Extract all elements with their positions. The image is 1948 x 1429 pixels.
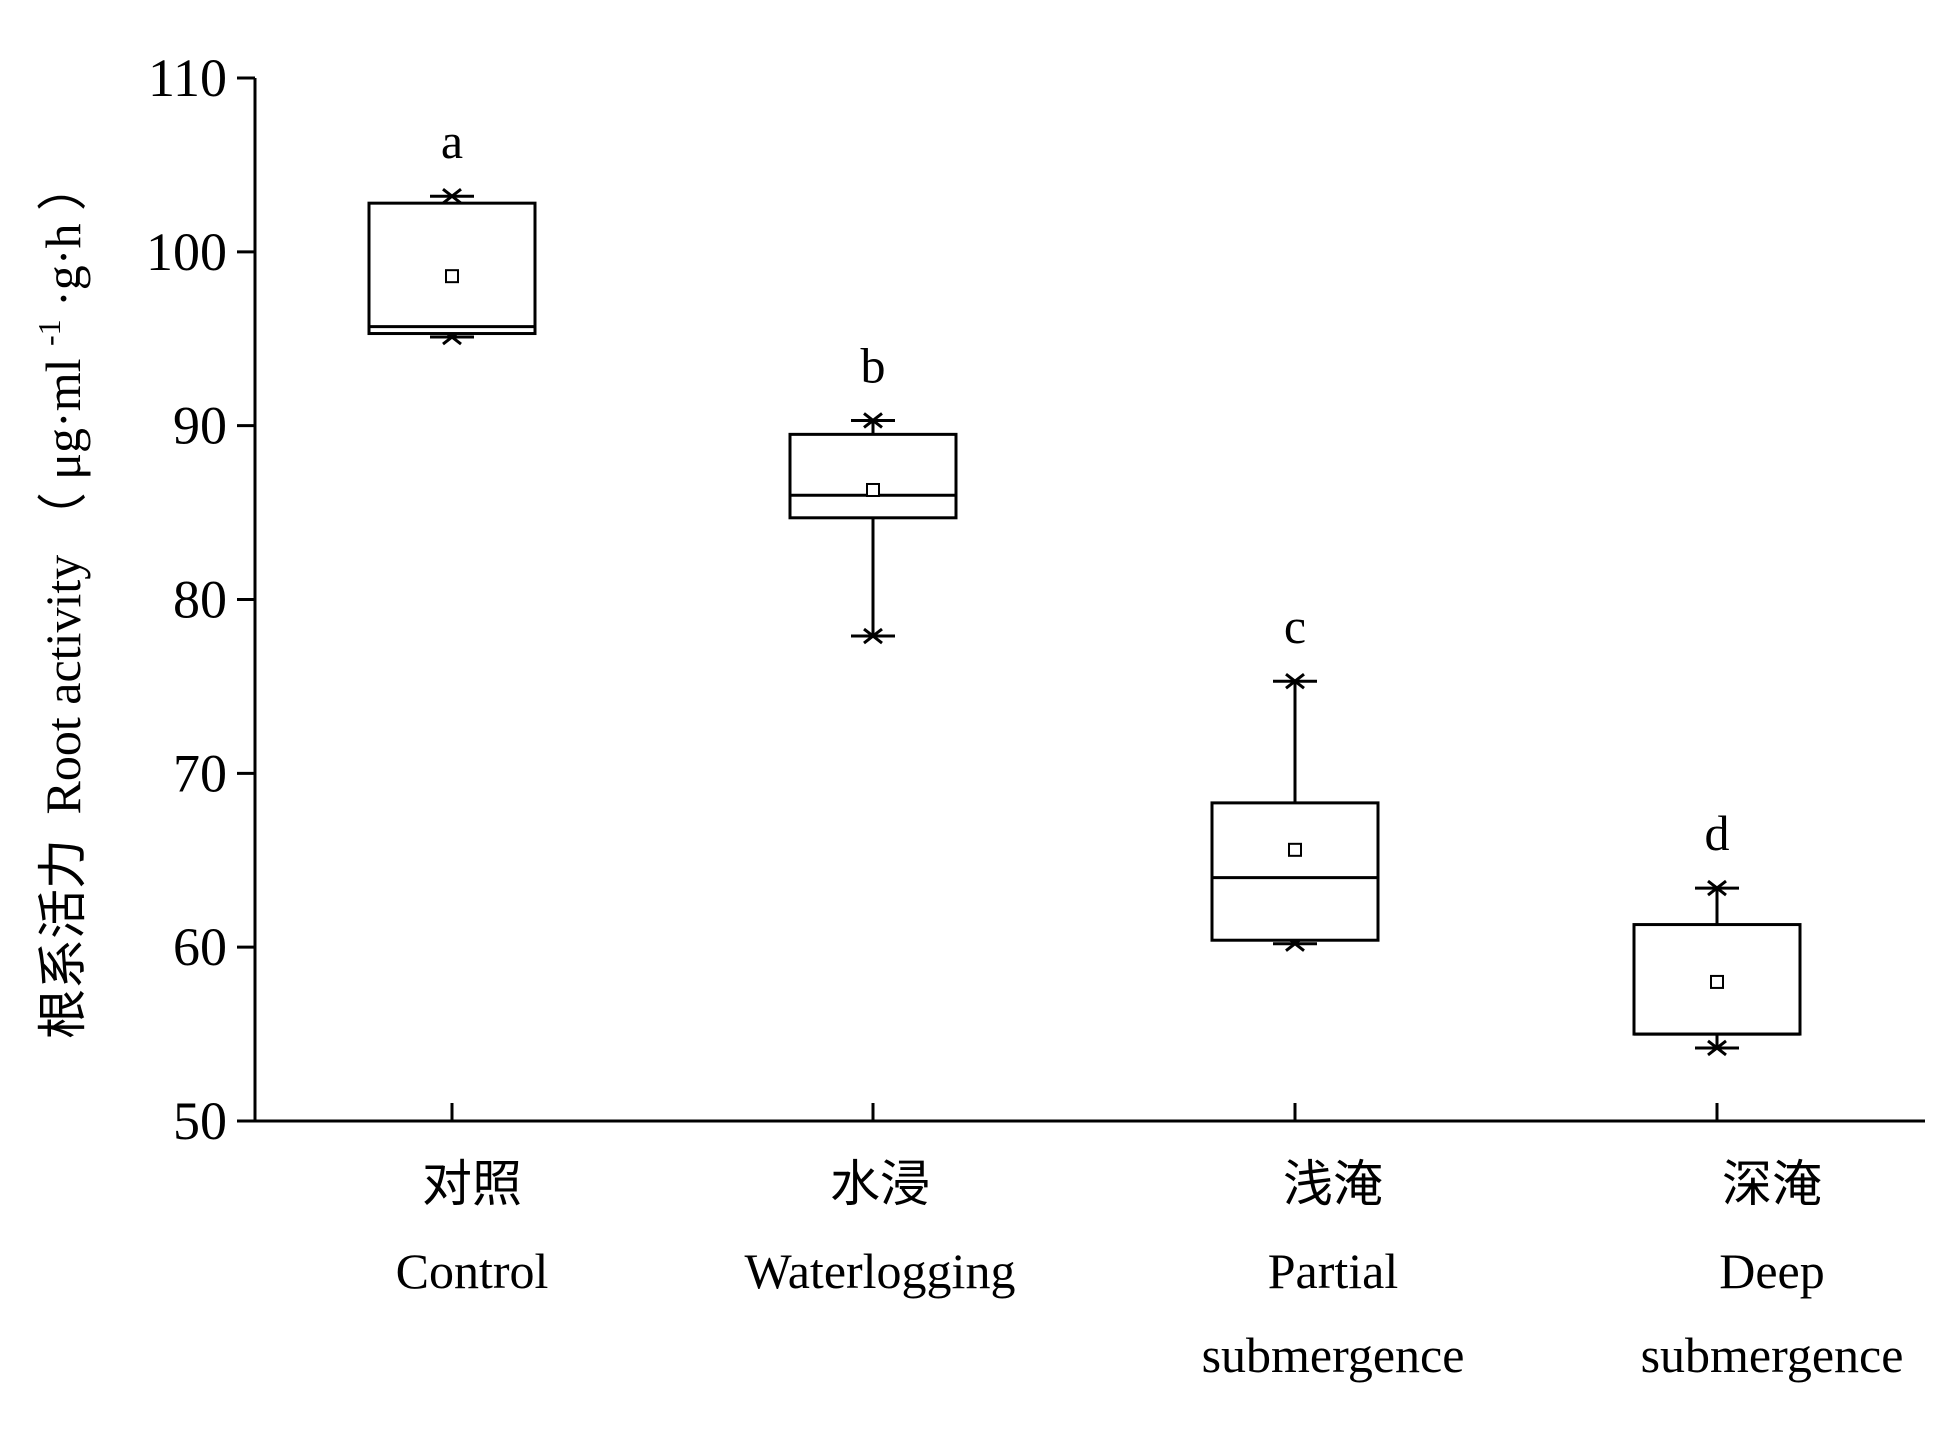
- min-marker: [1707, 1039, 1727, 1057]
- significance-letter: d: [1705, 805, 1730, 861]
- y-axis-title-unit-sup: -1: [31, 319, 67, 346]
- category-label-en: Waterlogging: [745, 1243, 1016, 1299]
- y-tick-label-110: 110: [148, 48, 227, 108]
- category-label-en: Deep: [1719, 1243, 1825, 1299]
- y-axis-title-unit-tail: ·g·h: [35, 224, 91, 307]
- boxes: a b c d: [367, 113, 1802, 1057]
- category-label-en: submergence: [1641, 1327, 1904, 1383]
- mean-marker: [1288, 842, 1302, 857]
- category-label-cn: 水浸: [830, 1156, 930, 1212]
- y-ticks: 50 60 70 80 90 100 110: [146, 48, 255, 1151]
- category-label-cn: 对照: [422, 1156, 522, 1212]
- box-3: c: [1210, 598, 1380, 952]
- y-axis-title-unit-open: （: [35, 492, 91, 542]
- max-marker: [863, 412, 883, 429]
- mean-marker: [445, 269, 459, 284]
- box-4: d: [1632, 805, 1802, 1057]
- category-label-en: submergence: [1202, 1327, 1465, 1383]
- box-1: a: [367, 113, 537, 346]
- category-label-cn: 深淹: [1722, 1156, 1822, 1212]
- category-label-4: 深淹 Deep submergence: [1641, 1156, 1904, 1383]
- y-tick-label-70: 70: [173, 743, 227, 803]
- max-marker: [1707, 879, 1727, 897]
- x-ticks: [450, 1103, 1719, 1121]
- category-labels: 对照 Control 水浸 Waterlogging 浅淹 Partial submerge…: [396, 1156, 1904, 1383]
- max-marker: [442, 188, 462, 205]
- significance-letter: a: [441, 113, 463, 169]
- box-2: b: [788, 337, 958, 645]
- iqr-box: [1210, 801, 1380, 942]
- y-tick-label-80: 80: [173, 570, 227, 630]
- category-label-1: 对照 Control: [396, 1156, 549, 1299]
- y-tick-label-100: 100: [146, 222, 227, 282]
- category-label-2: 水浸 Waterlogging: [745, 1156, 1016, 1299]
- category-label-3: 浅淹 Partial submergence: [1202, 1156, 1465, 1383]
- y-axis-title-unit-close: ）: [35, 161, 91, 211]
- max-marker: [1285, 673, 1305, 690]
- y-axis-title-en: Root activity: [35, 555, 91, 815]
- y-tick-label-60: 60: [173, 917, 227, 977]
- significance-letter: b: [861, 337, 886, 393]
- iqr-box: [367, 201, 537, 336]
- y-axis-title-cn: 根系活力: [35, 839, 91, 1039]
- y-axis-title: 根系活力 Root activity （ μg·ml -1 ·g·h ）: [15, 161, 91, 1039]
- y-tick-label-90: 90: [173, 396, 227, 456]
- min-marker: [863, 627, 883, 645]
- iqr-box: [788, 432, 958, 520]
- category-label-en: Control: [396, 1243, 549, 1299]
- mean-marker: [866, 482, 880, 497]
- y-axis-title-unit-main: μg·ml: [35, 359, 91, 480]
- y-tick-label-50: 50: [173, 1091, 227, 1151]
- category-label-cn: 浅淹: [1283, 1156, 1383, 1212]
- mean-marker: [1710, 974, 1724, 989]
- significance-letter: c: [1284, 598, 1306, 654]
- category-label-en: Partial: [1268, 1243, 1399, 1299]
